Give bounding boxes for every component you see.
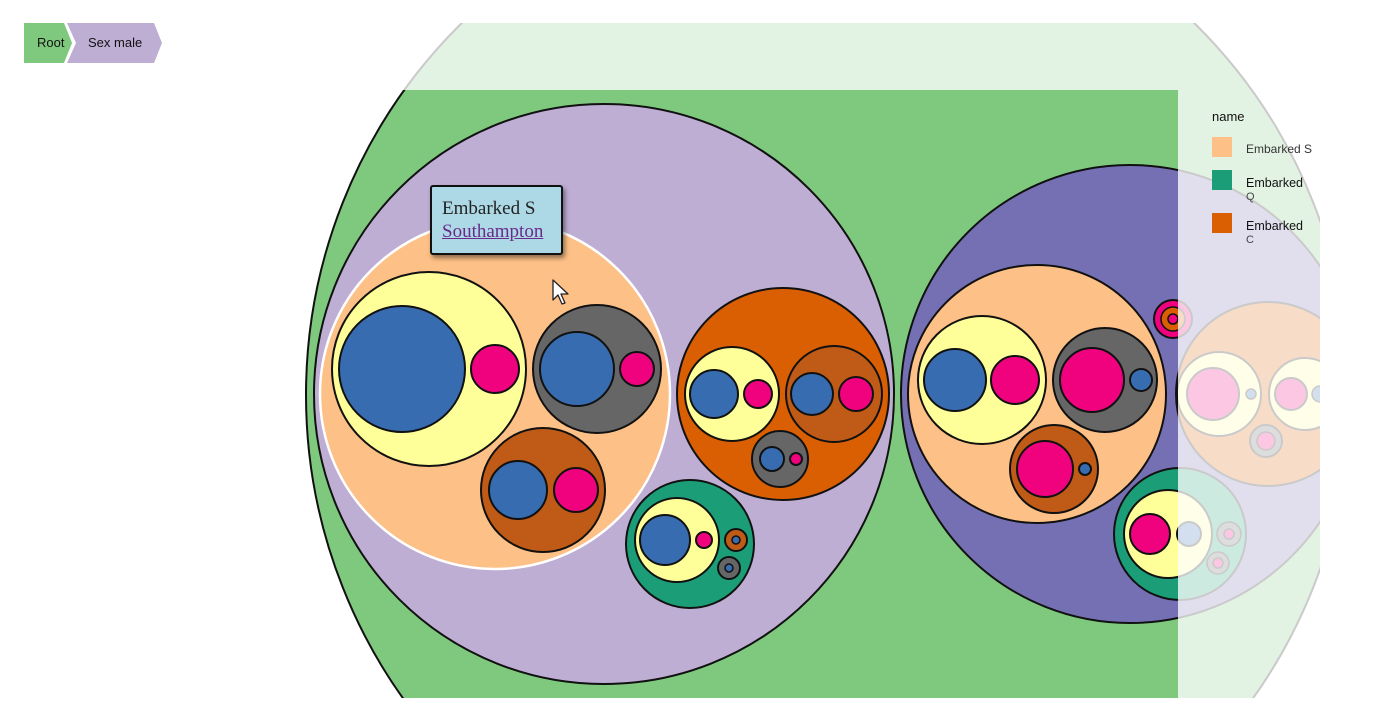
breadcrumb-item-sex-male[interactable]: Sex male xyxy=(67,23,164,63)
male-embarked-c-circle[interactable] xyxy=(676,287,890,501)
male-s-third-died-circle[interactable] xyxy=(619,351,655,387)
legend-swatch xyxy=(1212,170,1232,190)
legend-text: Embarked S xyxy=(1246,142,1313,156)
legend-text: Embarked xyxy=(1246,176,1303,190)
male-c-third-survived-circle[interactable] xyxy=(759,446,785,472)
male-c-third-died-circle[interactable] xyxy=(789,452,803,466)
male-q-second-inner-circle[interactable] xyxy=(731,535,741,545)
female-s-third-died-circle[interactable] xyxy=(1129,368,1153,392)
mouse-pointer-icon xyxy=(552,279,569,305)
legend-swatch xyxy=(1212,137,1232,157)
tooltip-link[interactable]: Southampton xyxy=(442,221,544,242)
male-s-first-died-circle[interactable] xyxy=(470,344,520,394)
legend-swatch xyxy=(1212,213,1232,233)
female-s-second-survived-circle[interactable] xyxy=(1016,440,1074,498)
male-q-first-died-circle[interactable] xyxy=(695,531,713,549)
male-s-third-survived-circle[interactable] xyxy=(539,331,615,407)
legend-subtext: C xyxy=(1246,234,1254,246)
breadcrumb-label-sex-male: Sex male xyxy=(88,35,143,50)
legend-overlay-panel xyxy=(1178,23,1320,698)
female-small-ring-inner-circle[interactable] xyxy=(1167,313,1179,325)
legend-title: name xyxy=(1212,109,1245,124)
legend-subtext: Q xyxy=(1246,191,1255,203)
tooltip-title: Embarked S xyxy=(442,198,536,219)
male-q-first-survived-circle[interactable] xyxy=(639,514,691,566)
legend-text: Embarked xyxy=(1246,219,1303,233)
top-overlay-band xyxy=(0,23,1178,90)
male-c-first-died-circle[interactable] xyxy=(743,379,773,409)
breadcrumb-label-root: Root xyxy=(37,35,65,50)
breadcrumb-arrow-shape xyxy=(67,23,162,63)
female-s-first-died-circle[interactable] xyxy=(990,355,1040,405)
male-s-second-survived-circle[interactable] xyxy=(488,460,548,520)
male-s-second-died-circle[interactable] xyxy=(553,467,599,513)
breadcrumb-item-root[interactable]: Root xyxy=(24,23,72,63)
male-c-second-survived-circle[interactable] xyxy=(790,372,834,416)
legend-label-embarked-s: Embarked S xyxy=(1246,142,1316,156)
legend-label-embarked-c: Embarked C xyxy=(1246,219,1316,247)
male-c-first-survived-circle[interactable] xyxy=(689,369,739,419)
female-s-third-survived-circle[interactable] xyxy=(1059,347,1125,413)
hover-tooltip: Embarked S Southampton xyxy=(430,185,563,255)
legend: name Embarked S Embarked Q Embarked C xyxy=(1178,90,1320,290)
male-c-second-died-circle[interactable] xyxy=(838,376,874,412)
female-q-first-survived-circle[interactable] xyxy=(1129,513,1171,555)
female-s-first-survived-circle[interactable] xyxy=(923,348,987,412)
legend-label-embarked-q: Embarked Q xyxy=(1246,176,1316,204)
male-q-third-inner-circle[interactable] xyxy=(724,563,734,573)
breadcrumb-arrow-shape xyxy=(24,23,72,63)
male-s-first-survived-circle[interactable] xyxy=(338,305,466,433)
female-s-second-died-circle[interactable] xyxy=(1078,462,1092,476)
